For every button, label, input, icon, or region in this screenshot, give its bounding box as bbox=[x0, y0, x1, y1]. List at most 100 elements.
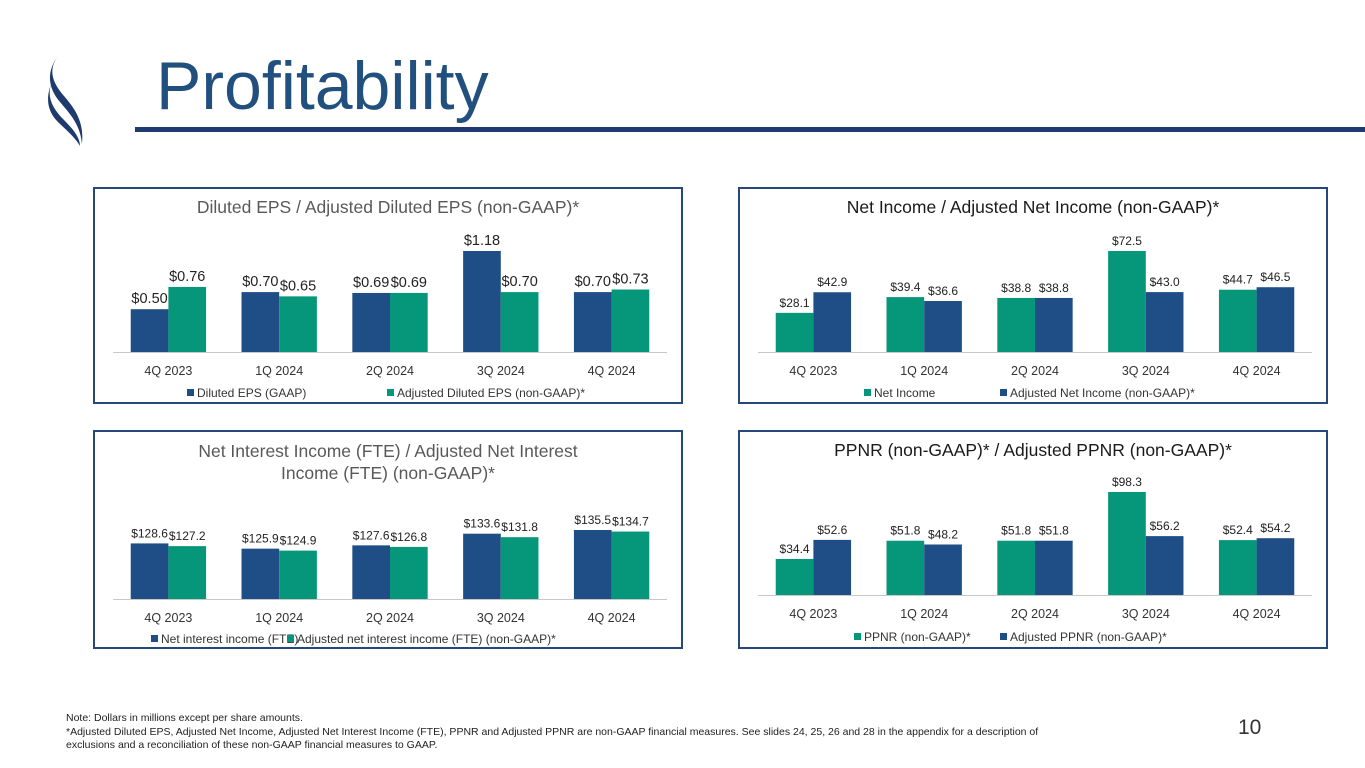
data-label: $52.6 bbox=[817, 523, 847, 537]
data-label: $56.2 bbox=[1150, 519, 1180, 533]
bar-series2 bbox=[1145, 292, 1184, 352]
bar-series1 bbox=[1218, 289, 1257, 352]
data-label: $125.9 bbox=[242, 532, 279, 546]
legend-entry: Net Income bbox=[874, 386, 936, 400]
data-label: $34.4 bbox=[780, 542, 810, 556]
legend-swatch bbox=[1000, 389, 1007, 396]
legend-entry: Adjusted net interest income (FTE) (non-… bbox=[297, 632, 556, 646]
nii-chart-svg: $128.6 $127.2 4Q 2023 $125.9 $124.9 1Q 2024 $1… bbox=[113, 513, 667, 646]
bar-series1 bbox=[1218, 540, 1257, 595]
chart-title-line-1: Net Interest Income (FTE) / Adjusted Net… bbox=[198, 441, 578, 461]
bar-series1 bbox=[241, 548, 280, 599]
category-tick-label: 3Q 2024 bbox=[477, 364, 525, 378]
bar-series2 bbox=[1145, 536, 1184, 595]
data-label: $134.7 bbox=[612, 515, 649, 529]
legend-swatch bbox=[151, 635, 158, 642]
bar-series1 bbox=[130, 309, 169, 352]
data-label: $126.8 bbox=[390, 530, 427, 544]
footnote-line: Note: Dollars in millions except per sha… bbox=[66, 712, 303, 724]
category-tick-label: 1Q 2024 bbox=[900, 607, 948, 621]
legend-entry: Adjusted Net Income (non-GAAP)* bbox=[1010, 386, 1195, 400]
bar-series2 bbox=[611, 289, 650, 352]
category-tick-label: 2Q 2024 bbox=[366, 364, 414, 378]
data-label: $0.69 bbox=[353, 275, 389, 291]
data-label: $39.4 bbox=[890, 280, 920, 294]
legend-swatch bbox=[387, 389, 394, 396]
data-label: $28.1 bbox=[780, 296, 810, 310]
data-label: $0.73 bbox=[612, 272, 648, 288]
bar-series1 bbox=[130, 543, 169, 599]
chart-title: Net Income / Adjusted Net Income (non-GA… bbox=[846, 197, 1220, 217]
category-tick-label: 2Q 2024 bbox=[1011, 364, 1059, 378]
ppnr-chart-panel: PPNR (non-GAAP)* / Adjusted PPNR (non-GA… bbox=[738, 430, 1328, 649]
category-tick-label: 3Q 2024 bbox=[1122, 364, 1170, 378]
data-label: $128.6 bbox=[131, 526, 168, 540]
ppnr-chart-svg: $34.4 $52.6 4Q 2023 $51.8 $48.2 1Q 2024 $51.8 $… bbox=[758, 475, 1312, 644]
legend-swatch bbox=[287, 635, 294, 642]
bar-series1 bbox=[886, 540, 925, 595]
category-tick-label: 4Q 2023 bbox=[144, 364, 192, 378]
bar-series1 bbox=[241, 292, 280, 352]
bar-series1 bbox=[1108, 492, 1146, 595]
chart-title: Diluted EPS / Adjusted Diluted EPS (non-… bbox=[196, 197, 580, 217]
bar-series2 bbox=[611, 531, 650, 599]
legend-entry: PPNR (non-GAAP)* bbox=[864, 630, 971, 644]
data-label: $0.69 bbox=[391, 275, 427, 291]
legend-entry: Diluted EPS (GAAP) bbox=[197, 386, 306, 400]
bar-series1 bbox=[573, 530, 612, 599]
bar-series2 bbox=[1256, 287, 1295, 352]
category-tick-label: 1Q 2024 bbox=[255, 364, 303, 378]
data-label: $127.2 bbox=[169, 529, 206, 543]
bar-series1 bbox=[886, 297, 925, 352]
eps-chart-panel: Diluted EPS / Adjusted Diluted EPS (non-… bbox=[93, 187, 683, 404]
legend-swatch bbox=[854, 633, 861, 640]
page-title: Profitability bbox=[156, 48, 489, 124]
bar-series1 bbox=[775, 558, 814, 595]
data-label: $131.8 bbox=[501, 520, 538, 534]
data-label: $51.8 bbox=[890, 524, 920, 538]
bar-series2 bbox=[1035, 297, 1073, 352]
data-label: $38.8 bbox=[1039, 281, 1069, 295]
category-tick-label: 2Q 2024 bbox=[366, 611, 414, 625]
data-label: $0.65 bbox=[280, 278, 316, 294]
data-label: $52.4 bbox=[1223, 523, 1253, 537]
data-label: $42.9 bbox=[817, 275, 847, 289]
bar-series2 bbox=[168, 286, 207, 352]
bar-series2 bbox=[390, 292, 428, 352]
data-label: $72.5 bbox=[1112, 234, 1142, 248]
legend-entry: Adjusted Diluted EPS (non-GAAP)* bbox=[397, 386, 585, 400]
data-label: $0.50 bbox=[131, 291, 167, 307]
category-tick-label: 4Q 2023 bbox=[789, 364, 837, 378]
data-label: $43.0 bbox=[1150, 275, 1180, 289]
category-tick-label: 4Q 2023 bbox=[789, 607, 837, 621]
bar-series1 bbox=[573, 292, 612, 352]
page-number: 10 bbox=[1238, 716, 1262, 739]
nii-chart-panel: Net Interest Income (FTE) / Adjusted Net… bbox=[93, 430, 683, 649]
category-tick-label: 1Q 2024 bbox=[255, 611, 303, 625]
bar-series1 bbox=[1108, 251, 1146, 352]
bar-series2 bbox=[924, 544, 962, 595]
bar-series1 bbox=[997, 540, 1035, 595]
net-income-chart-panel: Net Income / Adjusted Net Income (non-GA… bbox=[738, 187, 1328, 404]
bar-series2 bbox=[1035, 540, 1073, 595]
legend-swatch bbox=[187, 389, 194, 396]
chart-title: PPNR (non-GAAP)* / Adjusted PPNR (non-GA… bbox=[834, 440, 1232, 460]
data-label: $0.76 bbox=[169, 269, 205, 285]
data-label: $124.9 bbox=[280, 534, 317, 548]
legend-swatch bbox=[1000, 633, 1007, 640]
data-label: $0.70 bbox=[575, 274, 611, 290]
legend-swatch bbox=[864, 389, 871, 396]
bar-series1 bbox=[463, 251, 501, 352]
bar-series2 bbox=[500, 292, 539, 352]
bar-series1 bbox=[352, 545, 390, 599]
bar-series2 bbox=[390, 546, 428, 599]
bar-series1 bbox=[997, 297, 1035, 352]
legend-entry: Adjusted PPNR (non-GAAP)* bbox=[1010, 630, 1167, 644]
data-label: $36.6 bbox=[928, 284, 958, 298]
bar-series2 bbox=[813, 539, 852, 595]
bar-series2 bbox=[813, 292, 852, 352]
chart-title: Net Interest Income (FTE) / Adjusted Net… bbox=[95, 440, 681, 484]
category-tick-label: 3Q 2024 bbox=[477, 611, 525, 625]
data-label: $127.6 bbox=[353, 528, 390, 542]
